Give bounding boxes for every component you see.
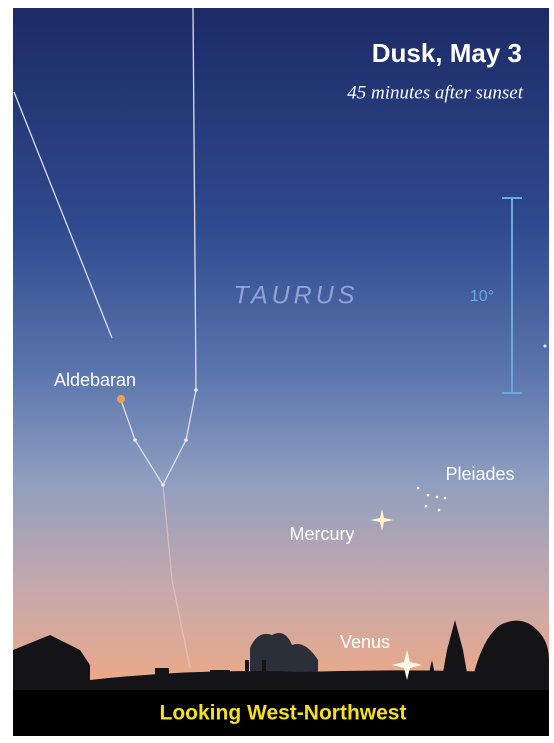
object-label: Mercury — [289, 524, 354, 544]
scale-label: 10° — [470, 288, 494, 305]
subtitle: 45 minutes after sunset — [347, 82, 523, 103]
aldebaran-star — [117, 395, 125, 403]
footer: Looking West-Northwest — [160, 702, 407, 725]
constellation-label: TAURUS — [234, 282, 359, 310]
sky-chart: Dusk, May 3 45 minutes after sunset TAUR… — [0, 0, 554, 743]
object-label: Aldebaran — [54, 370, 136, 390]
title: Dusk, May 3 — [372, 38, 522, 68]
object-label: Pleiades — [445, 464, 514, 484]
object-label: Venus — [340, 632, 390, 652]
